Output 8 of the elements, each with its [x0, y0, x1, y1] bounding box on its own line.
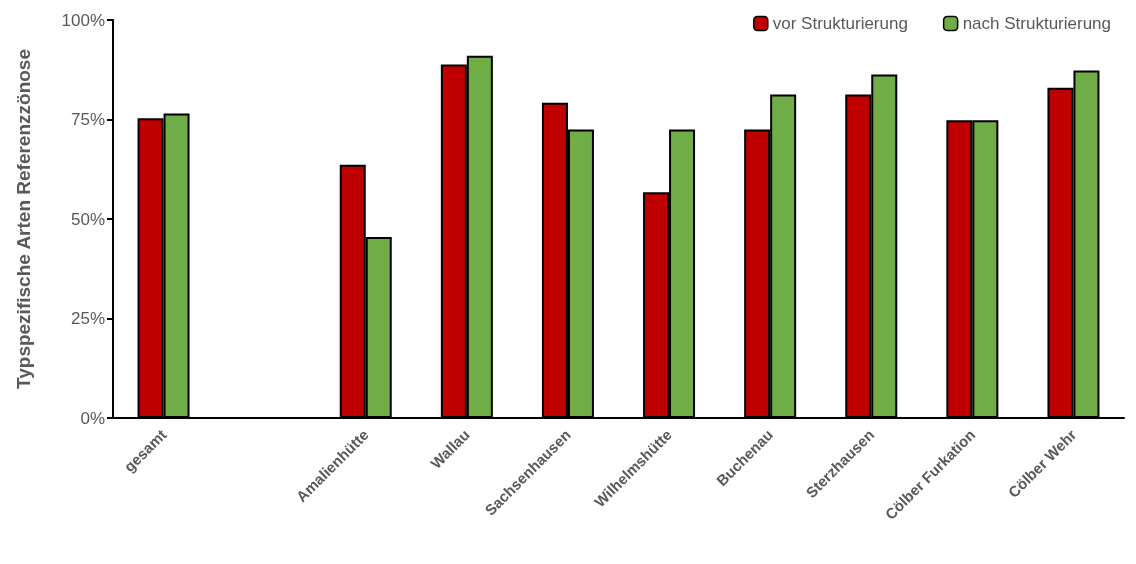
- y-tick-label: 25%: [70, 309, 105, 328]
- y-tick-label: 50%: [70, 209, 105, 229]
- y-tick-label: 100%: [61, 10, 105, 30]
- legend-label: vor Strukturierung: [772, 14, 908, 33]
- legend-label: nach Strukturierung: [962, 14, 1112, 33]
- y-tick-label: 75%: [70, 110, 105, 129]
- y-tick-label: 0%: [80, 408, 105, 428]
- y-axis-title: Typspezifische Arten Referenzzönose: [13, 49, 34, 389]
